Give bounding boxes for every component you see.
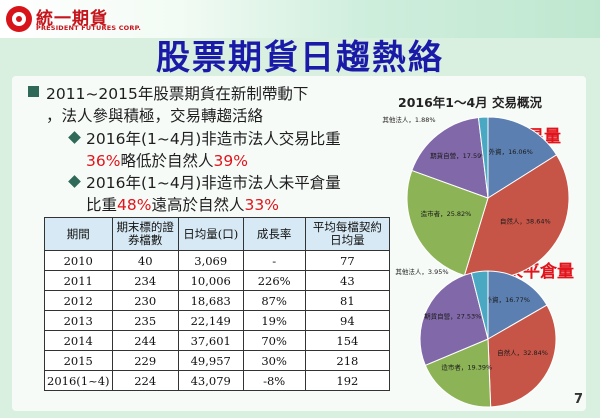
table-row: 2015 229 49,957 30% 218 [44,350,391,371]
pie-slice-label: 其他法人，1.88% [382,115,435,124]
cell-underlying-count: 234 [111,270,179,291]
cell-period: 2010 [44,250,113,271]
sub-bullet1-line1: 2016年(1~4月)非造市法人交易比重 [86,130,341,148]
pie-slice [487,304,557,408]
cell-growth-rate: 87% [242,290,306,311]
table-row: 2012 230 18,683 87% 81 [44,290,391,311]
pie-slice-label: 造市者，19.39% [441,362,492,371]
header-daily-volume: 日均量(口) [177,217,244,251]
cell-avg-per-contract: 154 [304,330,391,351]
table-header-row: 期間 期末標的證券檔數 日均量(口) 成長率 平均每檔契約日均量 [44,217,391,251]
logo-english: PRESIDENT FUTURES CORP. [36,24,142,32]
table-row: 2013 235 22,149 19% 94 [44,310,391,331]
pie-slice-label: 造市者，25.82% [421,209,472,218]
highlight-33: 33% [244,196,279,214]
pie-slice-label: 期貨自營，27.53% [424,311,481,320]
main-bullet-line2: ，法人參與積極，交易轉趨活絡 [46,107,264,125]
sub2-prefix: 比重 [86,196,118,214]
pie-slice [470,270,489,340]
table-row: 2016(1~4) 224 43,079 -8% 192 [44,370,391,391]
chart-title: 2016年1～4月 交易概況 [398,95,543,110]
cell-avg-per-contract: 218 [304,350,391,371]
logo-chinese: 統一期貨 [36,9,108,29]
header-underlying-count: 期末標的證券檔數 [111,217,179,251]
cell-daily-volume: 10,006 [177,270,244,291]
cell-growth-rate: -8% [242,370,306,391]
cell-period: 2016(1~4) [44,370,113,391]
sub-bullet1-line2: 36%略低於自然人39% [86,149,248,171]
slide-title: 股票期貨日趨熱絡 [156,38,444,78]
pie-slice-label: 外資，16.77% [486,295,530,304]
pie-slice-label: 自然人，32.84% [497,348,548,357]
cell-growth-rate: 30% [242,350,306,371]
highlight-39: 39% [213,152,248,170]
stock-futures-table: 期間 期末標的證券檔數 日均量(口) 成長率 平均每檔契約日均量 2010 40 3… [44,217,391,391]
header-period: 期間 [44,217,113,251]
pie-slice [487,270,548,340]
header-avg-per-contract: 平均每檔契約日均量 [304,217,391,251]
pie-slice [419,272,489,366]
cell-daily-volume: 43,079 [177,370,244,391]
cell-daily-volume: 49,957 [177,350,244,371]
cell-avg-per-contract: 43 [304,270,391,291]
highlight-48: 48% [117,196,152,214]
sub-bullet2-line2: 比重48%遠高於自然人33% [86,193,279,215]
main-bullet-line1: 2011~2015年股票期貨在新制帶動下 [46,85,309,103]
pie-slice [477,116,489,199]
page-number: 7 [574,392,584,407]
header-growth-rate: 成長率 [242,217,306,251]
table-row: 2014 244 37,601 70% 154 [44,330,391,351]
cell-underlying-count: 224 [111,370,179,391]
cell-underlying-count: 244 [111,330,179,351]
table-row: 2010 40 3,069-77 [44,250,391,271]
cell-avg-per-contract: 192 [304,370,391,391]
cell-growth-rate: 70% [242,330,306,351]
cell-growth-rate: 19% [242,310,306,331]
square-bullet-icon [28,84,42,98]
pie-slice [487,116,558,199]
cell-period: 2013 [44,310,113,331]
header-bar [0,0,600,38]
pie-slice-label: 其他法人，3.95% [395,267,448,276]
cell-underlying-count: 229 [111,350,179,371]
highlight-36: 36% [86,152,121,170]
pie-slice [424,338,492,408]
pie-slice-label: 外資，16.06% [489,147,533,156]
sub-bullet2-line1: 2016年(1~4月)非造市法人未平倉量 [86,174,341,192]
pie-slice [406,169,489,277]
cell-daily-volume: 22,149 [177,310,244,331]
sub1-mid-text: 略低於自然人 [120,152,214,170]
table-row: 2011 234 10,006 226% 43 [44,270,391,291]
cell-period: 2014 [44,330,113,351]
pie-slice-label: 期貨自營，17.59% [430,151,487,160]
cell-growth-rate: 226% [242,270,306,291]
sub2-mid-text: 遠高於自然人 [151,196,245,214]
company-logo-icon [6,6,32,32]
pie-slice [411,117,489,199]
pie-slice-label: 自然人，38.64% [500,217,551,226]
cell-daily-volume: 18,683 [177,290,244,311]
cell-avg-per-contract: 94 [304,310,391,331]
